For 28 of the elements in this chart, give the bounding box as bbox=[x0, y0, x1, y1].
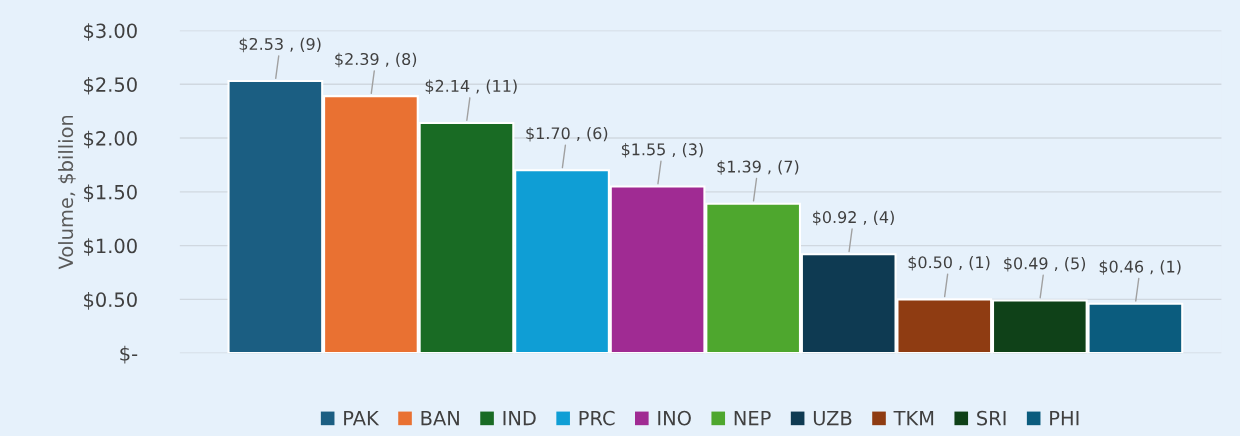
data-label: $1.39 , (7) bbox=[717, 160, 799, 175]
y-tick-label: $- bbox=[120, 345, 138, 364]
data-label: $0.46 , (1) bbox=[1099, 260, 1181, 275]
data-label: $2.14 , (11) bbox=[425, 79, 517, 95]
legend-label: PRC bbox=[579, 410, 615, 426]
data-label: $2.39 , (8) bbox=[335, 52, 417, 68]
data-label: $0.49 , (5) bbox=[1004, 257, 1086, 272]
legend-label: NEP bbox=[734, 411, 771, 426]
legend-label: PAK bbox=[344, 411, 380, 426]
legend-label: BAN bbox=[421, 411, 459, 426]
data-label: $0.50 , (1) bbox=[908, 255, 990, 271]
legend-label: TKM bbox=[893, 411, 934, 426]
legend-label: UZB bbox=[813, 411, 852, 426]
y-tick-label: $2.50 bbox=[84, 76, 137, 95]
y-tick-label: $3.00 bbox=[84, 23, 137, 41]
y-tick-label: $2.00 bbox=[84, 130, 137, 149]
legend-label: SRI bbox=[977, 410, 1006, 426]
data-label: $1.55 , (3) bbox=[621, 143, 703, 158]
y-tick-label: $1.00 bbox=[84, 238, 137, 256]
data-label: $2.53 , (9) bbox=[239, 37, 321, 53]
y-tick-label: $0.50 bbox=[84, 292, 137, 310]
legend-label: INO bbox=[658, 410, 691, 426]
data-label: $0.92 , (4) bbox=[813, 210, 894, 226]
data-label: $1.70 , (6) bbox=[526, 126, 608, 142]
legend-label: PHI bbox=[1050, 411, 1079, 426]
legend-label: IND bbox=[503, 411, 536, 426]
y-axis-title: Volume, $billion bbox=[58, 115, 76, 270]
y-tick-label: $1.50 bbox=[84, 184, 137, 203]
